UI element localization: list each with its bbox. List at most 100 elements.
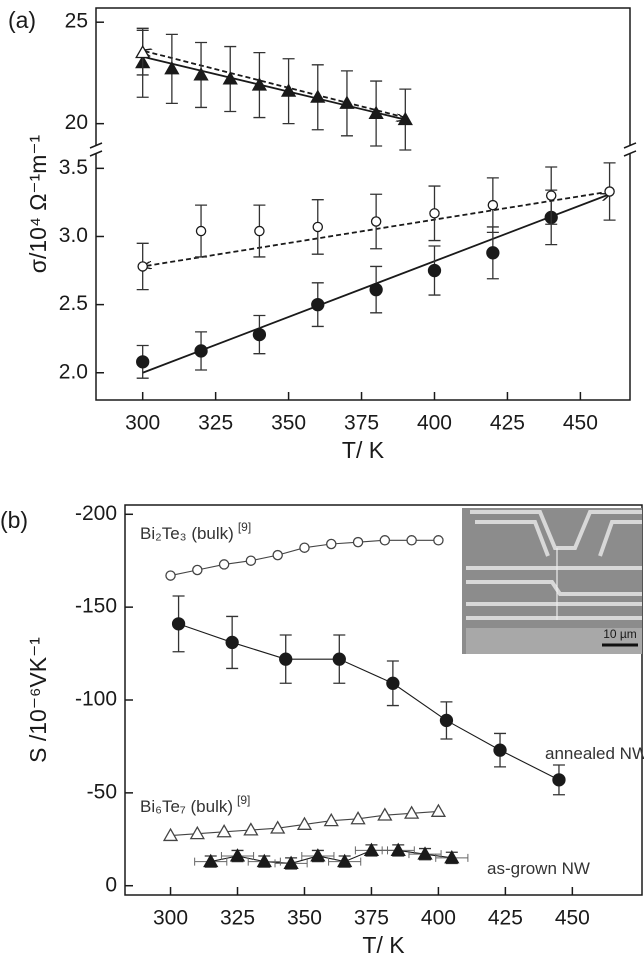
- triangle-marker: [417, 846, 433, 860]
- series-name: as-grown NW: [487, 859, 590, 878]
- circle-marker: [252, 327, 267, 342]
- triangle-marker: [222, 71, 238, 85]
- y-tick-label: -200: [75, 502, 117, 525]
- x-tick-label: 350: [271, 412, 306, 435]
- fit-line: [142, 55, 406, 120]
- panel-label: (a): [8, 7, 36, 33]
- circle-marker: [299, 542, 310, 553]
- inset-scale-label: 10 µm: [603, 627, 637, 641]
- circle-marker: [352, 536, 364, 548]
- x-tick-label: 450: [555, 907, 590, 930]
- circle-marker: [312, 221, 324, 233]
- circle-marker: [552, 773, 566, 787]
- triangle-marker: [283, 855, 299, 869]
- triangle-marker: [337, 853, 353, 868]
- triangle-marker: [368, 105, 384, 120]
- triangle-marker: [251, 77, 268, 91]
- y-tick-label: 3.0: [59, 224, 88, 247]
- circle-marker: [604, 186, 615, 197]
- triangle-marker: [270, 820, 286, 834]
- triangle-marker: [323, 812, 339, 827]
- circle-marker: [272, 549, 283, 561]
- triangle-marker: [430, 803, 447, 817]
- circle-marker: [332, 652, 346, 666]
- triangle-marker: [444, 850, 460, 864]
- triangle-marker: [377, 807, 393, 821]
- circle-marker: [254, 225, 265, 237]
- y-tick-label: 20: [65, 111, 88, 134]
- circle-marker: [192, 564, 203, 576]
- circle-marker: [195, 225, 207, 237]
- y-tick-label: -100: [75, 688, 117, 711]
- y-tick-label: -150: [75, 595, 117, 618]
- x-tick-label: 375: [344, 412, 379, 435]
- x-tick-label: 300: [125, 412, 160, 435]
- triangle-marker: [135, 44, 151, 59]
- circle-marker: [245, 555, 257, 566]
- triangle-marker: [339, 95, 355, 109]
- triangle-marker: [216, 824, 232, 838]
- circle-marker: [218, 559, 230, 570]
- axis-break: [624, 146, 636, 154]
- x-tick-label: 425: [488, 907, 523, 930]
- y-tick-label: 2.5: [59, 292, 88, 315]
- y-tick-label: 25: [65, 10, 88, 33]
- series-line: [178, 623, 560, 781]
- circle-marker: [165, 570, 176, 581]
- series-label: as-grown NW: [487, 859, 590, 878]
- circle-marker: [136, 355, 150, 369]
- circle-marker: [406, 535, 417, 546]
- triangle-marker: [310, 89, 326, 103]
- series-name: Bi₆Te₇ (bulk): [140, 797, 233, 816]
- y-tick-label: 3.5: [59, 156, 88, 179]
- y-tick-label: -50: [87, 780, 117, 803]
- x-tick-label: 325: [220, 907, 255, 930]
- x-tick-label: 425: [490, 412, 525, 435]
- triangle-marker: [256, 853, 272, 868]
- circle-marker: [370, 216, 382, 227]
- circle-marker: [137, 261, 148, 272]
- triangle-marker: [296, 816, 313, 830]
- fit-line: [143, 51, 406, 119]
- circle-marker: [427, 263, 442, 278]
- circle-marker: [429, 208, 440, 219]
- circle-marker: [194, 344, 208, 358]
- panel-label: (b): [0, 507, 28, 533]
- x-tick-label: 300: [153, 907, 188, 930]
- x-tick-label: 400: [421, 907, 456, 930]
- triangle-marker: [203, 853, 219, 868]
- x-tick-label: 450: [563, 412, 598, 435]
- circle-marker: [369, 282, 383, 297]
- break-marks: [89, 142, 637, 157]
- axis-break: [90, 146, 102, 154]
- y-axis-label: S /10⁻⁶VK⁻¹: [25, 637, 51, 763]
- circle-marker: [439, 713, 454, 728]
- x-axis-label: T/ K: [342, 437, 385, 463]
- y-axis-label: σ/10⁴ Ω⁻¹m⁻¹: [25, 134, 51, 273]
- circle-marker: [433, 535, 444, 546]
- circle-marker: [279, 652, 293, 666]
- series-label: Bi₂Te₃ (bulk) [9]: [140, 520, 251, 543]
- triangle-marker: [390, 842, 406, 856]
- series-label: annealed NW: [545, 744, 644, 763]
- x-axis-label: T/ K: [362, 932, 405, 958]
- triangle-marker: [280, 83, 297, 97]
- circle-marker: [225, 635, 239, 650]
- circle-marker: [486, 246, 500, 260]
- y-tick-label: 0: [105, 873, 117, 896]
- series-ref: [9]: [238, 520, 251, 534]
- x-tick-label: 350: [287, 907, 322, 930]
- circle-marker: [386, 676, 400, 690]
- triangle-marker: [363, 842, 380, 856]
- circle-marker: [171, 617, 186, 631]
- triangle-marker: [164, 61, 180, 75]
- triangle-marker: [350, 811, 366, 825]
- series-line: [210, 849, 452, 864]
- triangle-marker: [404, 805, 420, 819]
- circle-marker: [487, 199, 499, 211]
- triangle-marker: [162, 827, 179, 842]
- circle-marker: [379, 535, 391, 546]
- circle-marker: [311, 297, 325, 312]
